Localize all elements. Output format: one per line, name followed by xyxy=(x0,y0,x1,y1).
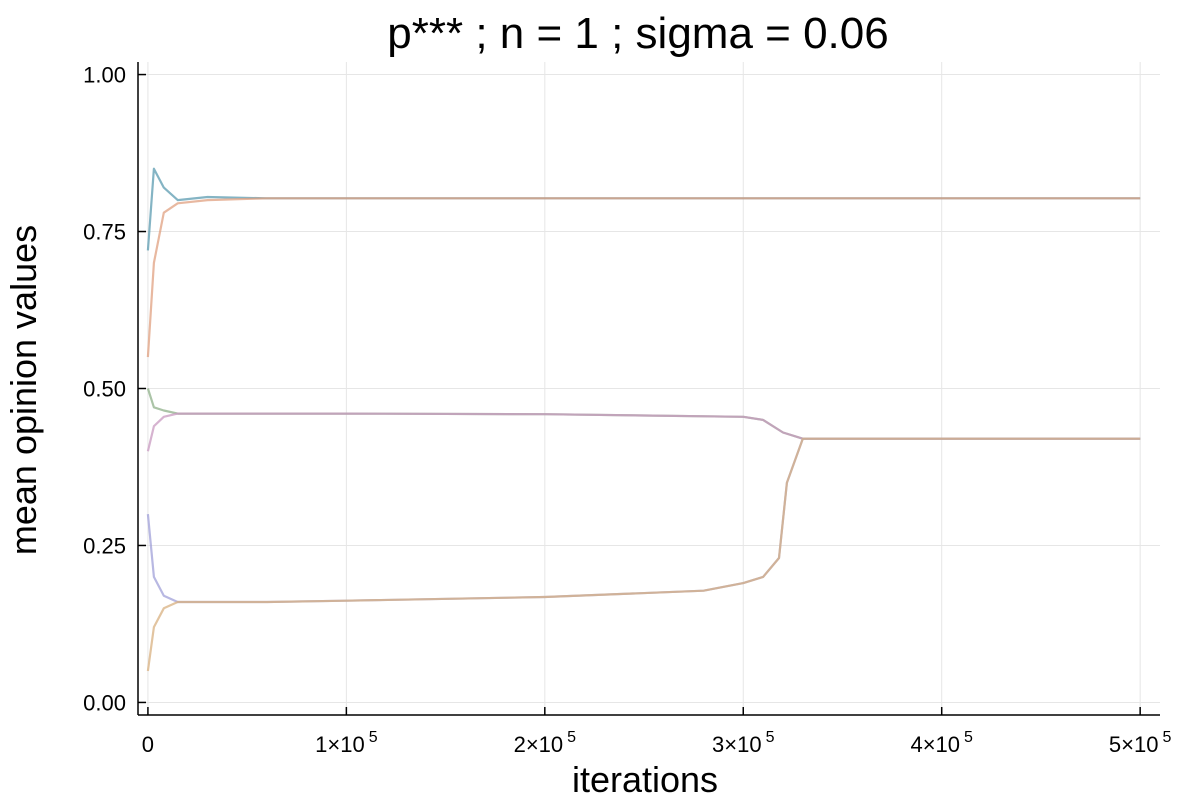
x-tick-label: 2×10 5 xyxy=(514,729,577,757)
y-tick-label: 0.75 xyxy=(83,220,126,245)
series-line xyxy=(146,437,1141,672)
x-tick-labels: 0 1×10 5 2×10 5 3×10 5 4×10 5 5×10 5 xyxy=(142,729,1172,757)
series-line xyxy=(146,197,1141,358)
x-tick-label: 3×10 5 xyxy=(712,729,775,757)
series-line xyxy=(146,412,1141,452)
x-tick-label: 4×10 5 xyxy=(910,729,973,757)
x-tick-label: 1×10 5 xyxy=(315,729,378,757)
y-tick-label: 0.50 xyxy=(83,377,126,402)
y-tick-labels: 0.00 0.25 0.50 0.75 1.00 xyxy=(83,63,126,716)
y-tick-label: 1.00 xyxy=(83,63,126,88)
x-tick-label: 5×10 5 xyxy=(1109,729,1172,757)
y-tick-label: 0.00 xyxy=(83,690,126,715)
x-tick-label: 0 xyxy=(142,732,154,757)
x-axis-label: iterations xyxy=(572,759,718,800)
series-group xyxy=(146,167,1141,672)
chart-title: p*** ; n = 1 ; sigma = 0.06 xyxy=(387,9,888,58)
y-tick-label: 0.25 xyxy=(83,533,126,558)
series-line xyxy=(146,167,1141,251)
series-line xyxy=(146,437,1141,604)
y-axis-label: mean opinion values xyxy=(3,225,44,555)
axes xyxy=(137,62,1160,716)
grid xyxy=(138,62,1160,715)
